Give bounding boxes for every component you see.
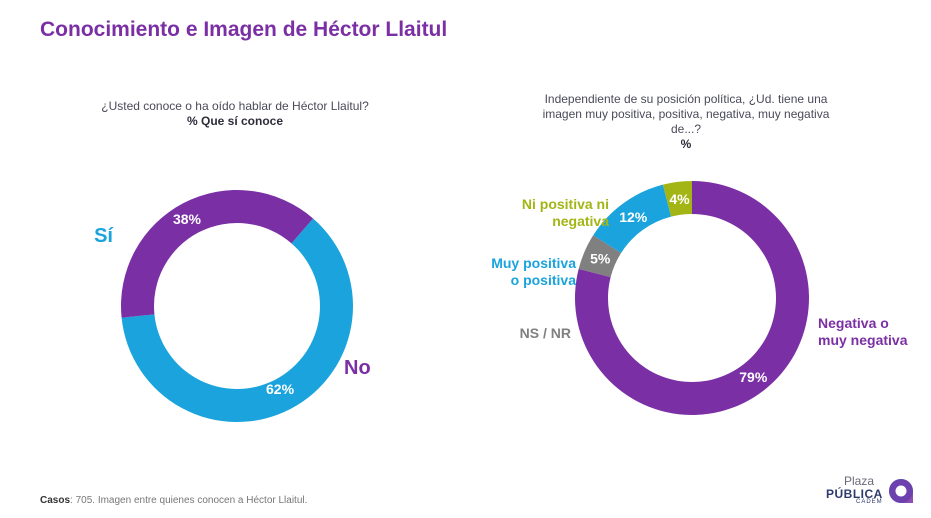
data-label-negativa-o-muy-negativa: 79%	[739, 369, 768, 385]
logo-line3: CADEM	[856, 499, 883, 505]
category-label-no: No	[344, 357, 371, 379]
category-label-ni-positiva-ni-negativa: Ni positiva ni negativa	[522, 196, 609, 229]
data-label-si: 62%	[266, 381, 295, 397]
question-imagen: Independiente de su posición política, ¿…	[528, 92, 844, 152]
donut-chart-imagen: 79% Negativa o muy negativa 5% NS / NR 12% Muy…	[491, 181, 908, 415]
question-conocimiento-sub: % Que sí conoce	[186, 114, 284, 128]
slice-ni-positiva-ni-negativa	[662, 181, 692, 217]
category-label-negativa-o-muy-negativa: Negativa o muy negativa	[818, 315, 908, 348]
slice-si	[121, 218, 354, 422]
category-label-si: Sí	[94, 225, 114, 247]
slice-no	[121, 190, 314, 318]
footer-bold: Casos	[40, 495, 71, 506]
category-label-muy-positiva-o-positiva: Muy positiva o positiva	[491, 255, 576, 288]
data-label-muy-positiva-o-positiva: 12%	[619, 209, 648, 225]
question-imagen-text: Independiente de su posición política, ¿…	[542, 92, 830, 136]
data-label-ns-nr: 5%	[590, 250, 611, 266]
page-title: Conocimiento e Imagen de Héctor Llaitul	[40, 18, 448, 41]
slice-ns-nr	[578, 235, 622, 278]
question-imagen-sub: %	[680, 137, 692, 151]
footer-note: Casos: 705. Imagen entre quienes conocen…	[40, 495, 307, 506]
slice-muy-positiva-o-positiva	[593, 184, 672, 253]
logo-line2: PÚBLICA	[826, 487, 883, 501]
logo-line1: Plaza	[844, 474, 875, 488]
data-label-no: 38%	[173, 211, 202, 227]
plaza-publica-logo: Plaza PÚBLICA CADEM	[826, 474, 918, 508]
question-conocimiento: ¿Usted conoce o ha oído hablar de Héctor…	[60, 99, 410, 129]
donut-chart-conocimiento: 62% Sí 38% No	[94, 190, 371, 422]
question-conocimiento-text: ¿Usted conoce o ha oído hablar de Héctor…	[101, 99, 369, 113]
speech-bubble-icon	[889, 479, 913, 503]
data-label-ni-positiva-ni-negativa: 4%	[669, 191, 690, 207]
footer-text: : 705. Imagen entre quienes conocen a Hé…	[70, 495, 308, 506]
category-label-ns-nr: NS / NR	[520, 325, 571, 341]
